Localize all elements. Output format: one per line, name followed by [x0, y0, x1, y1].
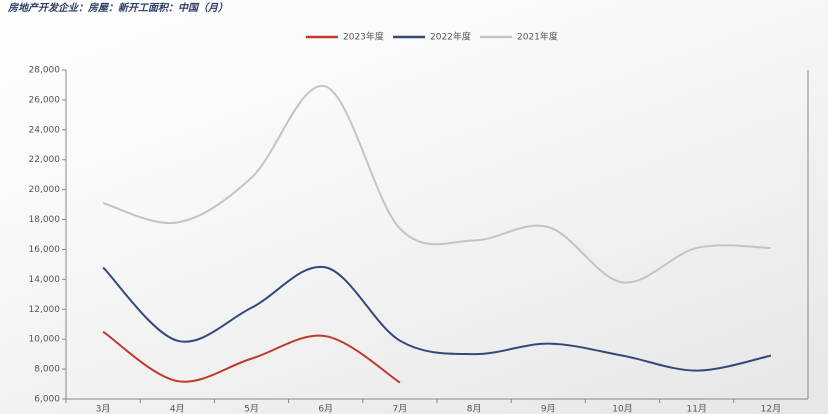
legend-label: 2023年度	[343, 31, 384, 43]
chart-title: 房地产开发企业：房屋：新开工面积：中国（月）	[7, 2, 228, 14]
y-tick-label: 14,000	[29, 275, 61, 285]
x-tick-label: 10月	[612, 404, 632, 414]
x-tick-label: 8月	[467, 404, 482, 414]
y-tick-label: 12,000	[29, 305, 61, 315]
y-tick-label: 26,000	[29, 95, 61, 105]
y-tick-label: 22,000	[29, 155, 61, 165]
x-tick-label: 4月	[170, 404, 185, 414]
series-line	[102, 265, 772, 372]
x-tick-label: 6月	[318, 404, 333, 414]
x-tick-label: 11月	[686, 404, 706, 414]
y-tick-label: 24,000	[29, 125, 61, 135]
y-tick-label: 6,000	[34, 395, 60, 405]
legend-label: 2022年度	[430, 31, 471, 43]
x-tick-label: 3月	[96, 404, 111, 414]
legend-label: 2021年度	[517, 31, 558, 43]
y-tick-label: 16,000	[29, 245, 61, 255]
series-line	[102, 85, 771, 284]
x-tick-label: 12月	[761, 404, 781, 414]
x-tick-label: 9月	[541, 404, 556, 414]
y-tick-label: 10,000	[29, 335, 61, 345]
x-tick-label: 7月	[393, 404, 408, 414]
y-tick-label: 28,000	[29, 66, 61, 76]
y-tick-label: 8,000	[34, 365, 60, 375]
x-tick-label: 5月	[244, 404, 259, 414]
y-tick-label: 20,000	[29, 185, 61, 195]
series-line	[102, 330, 401, 384]
y-tick-label: 18,000	[29, 215, 61, 225]
